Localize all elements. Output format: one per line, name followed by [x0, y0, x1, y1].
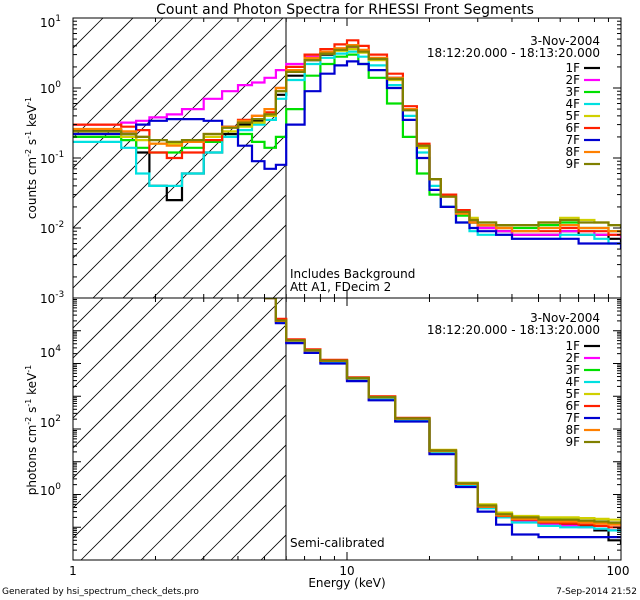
bottom-ylabel: photons cm-2 s-1 keV-1 [24, 365, 39, 496]
bottom-axis-ticks [72, 297, 621, 561]
hatch-line [73, 18, 254, 199]
top-yticklabel-1: 10-2 [40, 220, 64, 236]
bottom-annotation-semicalibrated: Semi-calibrated [290, 536, 385, 550]
hatch-line [73, 298, 284, 509]
hatch-line [73, 324, 287, 539]
bottom-yticklabel-0: 100 [40, 482, 61, 498]
svg-text:10-1: 10-1 [40, 150, 64, 166]
legend-label-9F: 9F [565, 157, 580, 171]
hatch-line [73, 18, 224, 169]
legend-label-1F: 1F [565, 339, 580, 353]
hatch-line [170, 444, 287, 560]
svg-text:101: 101 [40, 14, 61, 30]
top-axis-ticks [72, 17, 621, 299]
top-yticklabel-4: 101 [40, 14, 61, 30]
hatch-line [73, 298, 224, 449]
hatch-line [73, 298, 164, 389]
top-yticklabel-2: 10-1 [40, 150, 64, 166]
hatch-line [73, 18, 164, 109]
legend-label-2F: 2F [565, 351, 580, 365]
bottom-yticklabel-1: 102 [40, 414, 61, 430]
hatch-line [212, 224, 287, 298]
bottom-xticklabel-1: 1 [69, 564, 77, 578]
top-yticklabel-0: 10-3 [40, 290, 64, 306]
legend-label-6F: 6F [565, 399, 580, 413]
bottom-xticklabel-100: 100 [607, 564, 630, 578]
hatch-line [200, 474, 287, 560]
legend-label-5F: 5F [565, 387, 580, 401]
top-date: 3-Nov-2004 [530, 34, 600, 48]
top-series-group [73, 39, 621, 250]
series-line-9F [73, 45, 621, 228]
top-plot-frame [72, 17, 622, 299]
bottom-series-group [264, 298, 621, 545]
top-hatched-region [73, 18, 287, 298]
hatch-line [110, 384, 287, 560]
hatch-line [140, 414, 287, 560]
hatch-line [80, 354, 287, 560]
hatch-line [73, 298, 194, 419]
footer-timestamp: 7-Sep-2014 21:52 [556, 587, 637, 597]
bottom-xlabel: Energy (keV) [308, 576, 385, 590]
series-line-7F [73, 60, 621, 250]
top-annotation-attenuator: Att A1, FDecim 2 [290, 280, 391, 294]
bottom-hatched-region [73, 298, 287, 560]
legend-label-5F: 5F [565, 109, 580, 123]
svg-text:104: 104 [40, 344, 61, 360]
bottom-yticklabel-2: 104 [40, 344, 61, 360]
svg-text:100: 100 [40, 80, 61, 96]
hatch-line [73, 298, 254, 479]
svg-text:100: 100 [40, 482, 61, 498]
legend-label-6F: 6F [565, 121, 580, 135]
legend-label-3F: 3F [565, 363, 580, 377]
bottom-panel: 100 102 104 photons cm-2 s-1 keV-1 3-Nov… [24, 297, 630, 590]
top-yticklabel-3: 100 [40, 80, 61, 96]
legend-label-8F: 8F [565, 423, 580, 437]
svg-text:10-2: 10-2 [40, 220, 64, 236]
bottom-date: 3-Nov-2004 [530, 311, 600, 325]
svg-text:10-3: 10-3 [40, 290, 64, 306]
hatch-line [230, 504, 287, 560]
hatch-line [73, 18, 284, 229]
hatch-line [182, 194, 287, 298]
legend-label-7F: 7F [565, 411, 580, 425]
top-panel: 10-3 10-2 10-1 100 101 counts cm-2 s-1 k… [24, 14, 622, 306]
hatch-line [92, 104, 287, 298]
series-line-5F [73, 48, 621, 228]
svg-text:102: 102 [40, 414, 61, 430]
series-line-4F [73, 50, 621, 245]
figure-title: Count and Photon Spectra for RHESSI Fron… [156, 2, 534, 18]
top-ylabel: counts cm-2 s-1 keV-1 [24, 97, 39, 219]
hatch-line [73, 18, 134, 79]
footer-generated-by: Generated by hsi_spectrum_check_dets.pro [2, 587, 199, 597]
legend-label-3F: 3F [565, 85, 580, 99]
hatch-line [73, 298, 134, 359]
bottom-xticklabel-10: 10 [339, 564, 354, 578]
legend-label-1F: 1F [565, 61, 580, 75]
top-time-range: 18:12:20.000 - 18:13:20.000 [427, 46, 600, 60]
legend-label-2F: 2F [565, 73, 580, 87]
hatch-line [73, 18, 194, 139]
top-annotation-background: Includes Background [290, 267, 415, 281]
bottom-time-range: 18:12:20.000 - 18:13:20.000 [427, 323, 600, 337]
series-line-9F [264, 298, 621, 524]
legend-label-4F: 4F [565, 97, 580, 111]
legend-label-7F: 7F [565, 133, 580, 147]
hatch-line [122, 134, 287, 298]
hatch-line [260, 534, 287, 560]
hatch-line [152, 164, 287, 298]
legend-label-9F: 9F [565, 435, 580, 449]
legend-label-8F: 8F [565, 145, 580, 159]
legend-label-4F: 4F [565, 375, 580, 389]
